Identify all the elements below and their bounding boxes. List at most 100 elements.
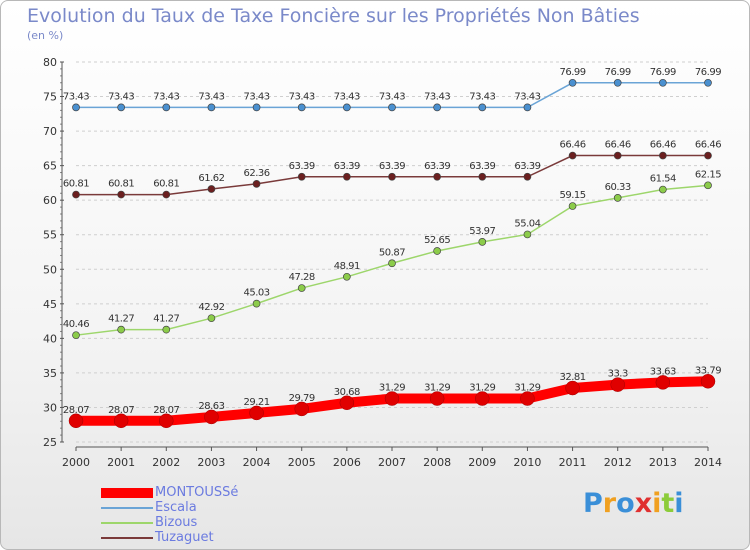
unit-label: (en %) <box>27 29 64 42</box>
data-label: 63.39 <box>469 161 495 172</box>
x-tick-label: 2003 <box>197 456 225 469</box>
data-label: 28.07 <box>63 405 89 416</box>
legend-label: Tuzaguet <box>155 530 214 545</box>
data-point <box>388 103 396 112</box>
data-point <box>72 331 80 340</box>
data-point <box>252 180 261 188</box>
data-label: 73.43 <box>469 91 495 102</box>
logo-letter: x <box>634 488 653 519</box>
data-point <box>117 325 125 334</box>
data-label: 62.15 <box>695 169 721 180</box>
data-point <box>207 185 216 193</box>
data-label: 31.29 <box>469 383 495 394</box>
data-point <box>207 103 216 112</box>
data-point <box>613 151 622 160</box>
data-point <box>384 391 400 406</box>
x-tick-label: 2010 <box>513 456 541 469</box>
data-point <box>429 391 445 406</box>
data-point <box>523 172 532 181</box>
data-point <box>478 172 487 181</box>
data-label: 63.39 <box>334 161 360 172</box>
data-label: 63.39 <box>379 161 405 172</box>
data-label: 47.28 <box>289 272 315 283</box>
y-tick-label: 60 <box>43 194 57 207</box>
data-label: 48.91 <box>334 261 360 272</box>
data-label: 76.99 <box>650 67 676 78</box>
data-label: 60.33 <box>605 182 631 193</box>
data-point <box>159 413 174 429</box>
data-point <box>700 374 716 389</box>
series-group <box>68 78 716 429</box>
chart-title: Evolution du Taux de Taxe Foncière sur l… <box>27 5 640 27</box>
data-label: 60.81 <box>153 179 179 190</box>
data-label: 30.68 <box>334 387 360 398</box>
legend-item: MONTOUSSé <box>101 485 238 500</box>
data-point <box>659 185 667 194</box>
data-point <box>294 401 309 417</box>
data-point <box>704 181 712 190</box>
data-point <box>613 78 622 87</box>
data-point <box>72 190 80 199</box>
data-point <box>204 409 219 425</box>
x-tick-label: 2000 <box>62 456 90 469</box>
tick-labels: 25 30 35 40 45 50 55 60 65 70 75 80 2000 2001 2002 2003… <box>43 56 722 469</box>
data-point <box>610 377 625 392</box>
x-tick-label: 2006 <box>333 456 361 469</box>
x-tick-label: 2008 <box>423 456 451 469</box>
data-point <box>249 405 264 421</box>
data-label: 76.99 <box>695 67 721 78</box>
data-point <box>252 299 261 308</box>
data-label: 60.81 <box>108 179 134 190</box>
logo-letter: r <box>602 488 617 519</box>
data-point <box>659 78 667 87</box>
data-label: 31.29 <box>379 383 405 394</box>
data-label: 28.07 <box>108 405 134 416</box>
data-point <box>339 395 355 411</box>
y-tick-label: 55 <box>43 229 57 242</box>
data-label: 60.81 <box>63 179 89 190</box>
data-point <box>343 103 351 112</box>
data-label: 63.39 <box>514 161 540 172</box>
data-point <box>568 202 577 210</box>
legend-swatch <box>101 506 153 509</box>
data-point <box>343 272 351 281</box>
y-tick-label: 45 <box>43 298 57 311</box>
data-label: 50.87 <box>379 247 405 258</box>
data-point <box>433 103 441 112</box>
data-point <box>704 78 712 87</box>
data-point <box>659 151 667 160</box>
data-point <box>433 172 441 181</box>
data-point <box>113 413 129 429</box>
data-point <box>162 103 171 112</box>
data-point <box>117 103 125 112</box>
data-label: 29.21 <box>244 397 270 408</box>
legend-label: Escala <box>155 500 197 515</box>
x-tick-label: 2011 <box>559 456 587 469</box>
data-label: 41.27 <box>108 314 134 325</box>
data-point <box>252 103 261 112</box>
data-label: 28.63 <box>198 401 224 412</box>
legend-item: Tuzaguet <box>101 530 238 545</box>
data-label: 31.29 <box>514 383 540 394</box>
data-label: 73.43 <box>63 91 89 102</box>
data-label: 33.79 <box>695 365 721 376</box>
data-point <box>655 375 671 390</box>
data-label: 73.43 <box>379 91 405 102</box>
data-point <box>478 103 487 112</box>
logo-letter: o <box>616 488 635 519</box>
legend-swatch <box>101 536 153 539</box>
y-tick-label: 80 <box>43 56 57 69</box>
data-point <box>568 78 577 87</box>
data-label: 33.63 <box>650 366 676 377</box>
data-label: 73.43 <box>334 91 360 102</box>
data-labels: 73.43 73.43 73.43 73.43 73.43 73.43 73.43 73.43… <box>63 67 722 416</box>
data-point <box>565 380 580 396</box>
data-label: 61.62 <box>198 173 224 184</box>
x-tick-label: 2002 <box>152 456 180 469</box>
data-label: 66.46 <box>605 140 631 151</box>
x-tick-label: 2012 <box>604 456 632 469</box>
data-label: 73.43 <box>108 91 134 102</box>
data-label: 73.43 <box>198 91 224 102</box>
